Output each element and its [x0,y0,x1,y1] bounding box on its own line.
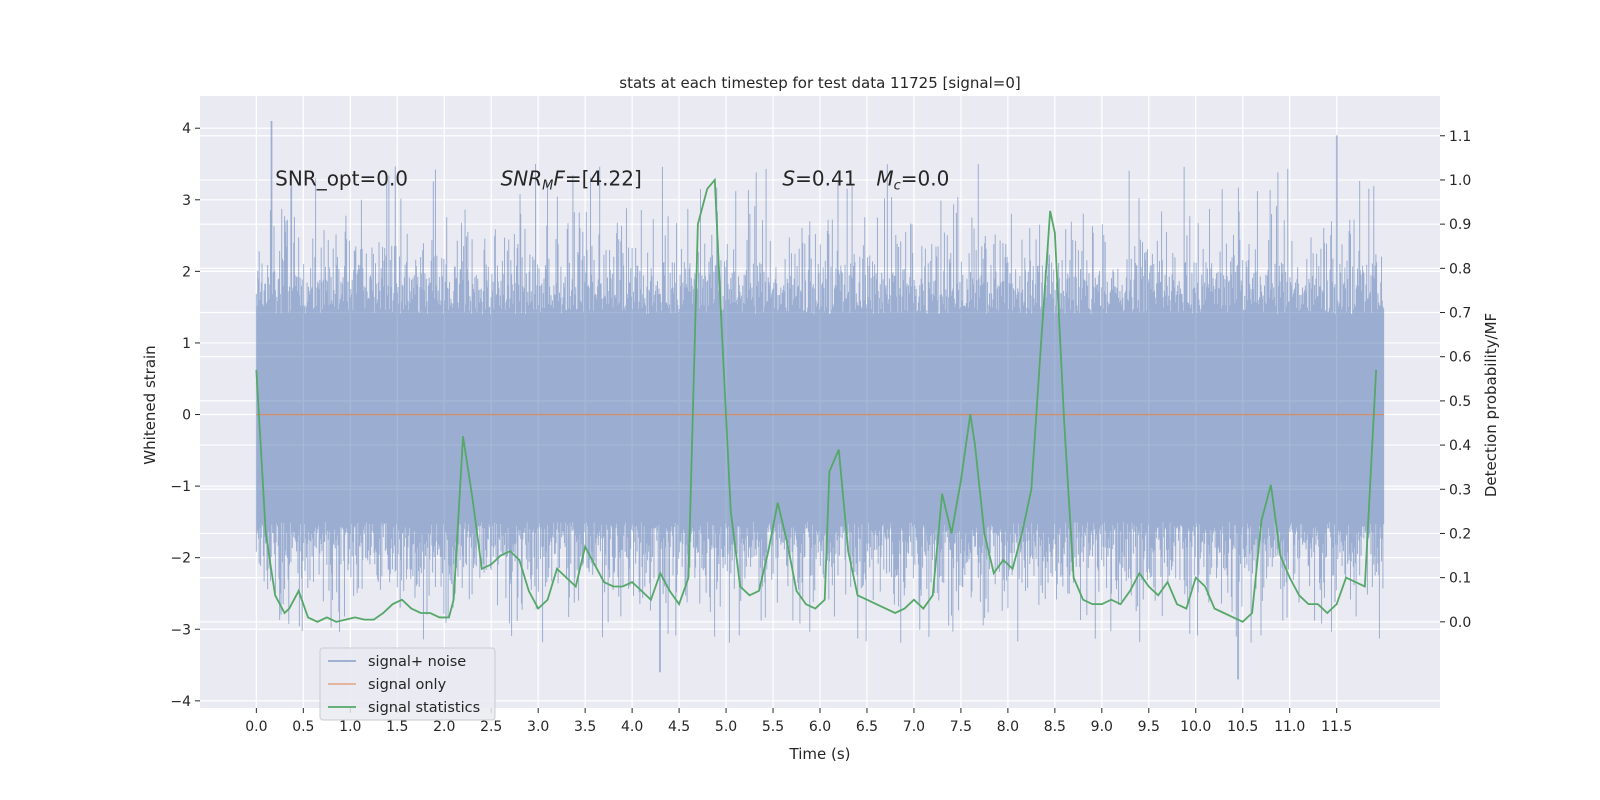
legend-label-signal-only: signal only [368,677,447,693]
legend-box [319,647,496,721]
x-tick-label: 6.0 [809,719,831,735]
signal-statistics-line [255,177,1378,623]
y-tick-label: 2 [182,264,191,280]
y2-tick-label: 0.2 [1449,526,1471,542]
y-tick-label: 4 [182,121,191,137]
y-tick-label: 1 [182,336,191,352]
annotation-snr-mf: SNRMF=[4.22] [501,166,642,193]
y-tick-label: −2 [170,551,191,567]
y-tick-label: 3 [182,193,191,209]
x-tick-label: 7.0 [903,719,925,735]
y2-tick-label: 0.0 [1449,615,1471,631]
y-tick-label: 0 [182,408,191,424]
annotation-s-value: S=0.41 [782,166,856,190]
x-axis-label: Time (s) [789,745,851,763]
y-tick-label: −1 [170,479,191,495]
x-tick-label: 1.5 [386,719,408,735]
annotation-snr-opt: SNR_opt=0.0 [275,166,408,190]
y2-tick-label: 0.5 [1449,394,1471,410]
x-tick-label: 9.0 [1091,719,1113,735]
y2-tick-label: 0.4 [1449,438,1471,454]
x-axis-ticks: 0.0 0.5 1.0 1.5 2.0 2.5 3.0 3.5 4.0 4.5 5.0 5.5 6.0 6… [245,708,1352,735]
x-tick-label: 4.5 [668,719,690,735]
x-tick-label: 11.0 [1274,719,1305,735]
y2-tick-label: 1.0 [1449,173,1471,189]
y-axis-label: Whitened strain [141,345,159,464]
y2-axis-label: Detection probability/MF [1482,313,1500,497]
y2-tick-label: 0.9 [1449,217,1471,233]
y2-tick-label: 0.7 [1449,306,1471,322]
x-tick-label: 5.5 [762,719,784,735]
y-tick-label: −4 [170,694,191,710]
x-tick-label: 0.5 [292,719,314,735]
y-tick-label: −3 [170,622,191,638]
y2-tick-label: 0.8 [1449,261,1471,277]
x-tick-label: 2.0 [433,719,455,735]
y2-tick-label: 0.6 [1449,350,1471,366]
x-tick-label: 10.5 [1227,719,1258,735]
x-tick-label: 6.5 [856,719,878,735]
annotation-mc-value: Mc=0.0 [876,166,949,193]
x-tick-label: 11.5 [1321,719,1352,735]
x-tick-label: 9.5 [1138,719,1160,735]
x-tick-label: 8.5 [1044,719,1066,735]
x-tick-label: 1.0 [339,719,361,735]
x-tick-label: 5.0 [715,719,737,735]
x-tick-label: 3.0 [527,719,549,735]
legend-label-signal-noise: signal+ noise [368,654,466,670]
x-tick-label: 0.0 [245,719,267,735]
x-tick-label: 7.5 [950,719,972,735]
legend: signal+ noise signal only signal statist… [319,647,496,721]
x-tick-label: 3.5 [574,719,596,735]
x-tick-label: 2.5 [480,719,502,735]
legend-label-signal-statistics: signal statistics [368,700,480,716]
y2-axis-ticks: 0.0 0.1 0.2 0.3 0.4 0.5 0.6 0.7 0.8 0.9 1.0 1.1 [1440,129,1471,631]
y-axis-ticks: −4 −3 −2 −1 0 1 2 3 4 [170,121,200,710]
y2-tick-label: 0.1 [1449,571,1471,587]
y2-tick-label: 0.3 [1449,482,1471,498]
x-tick-label: 8.0 [997,719,1019,735]
chart-title: stats at each timestep for test data 117… [619,74,1020,92]
x-tick-label: 4.0 [621,719,643,735]
annotations: SNR_opt=0.0 SNRMF=[4.22] S=0.41 Mc=0.0 [275,166,949,193]
x-tick-label: 10.0 [1180,719,1211,735]
y2-tick-label: 1.1 [1449,129,1471,145]
